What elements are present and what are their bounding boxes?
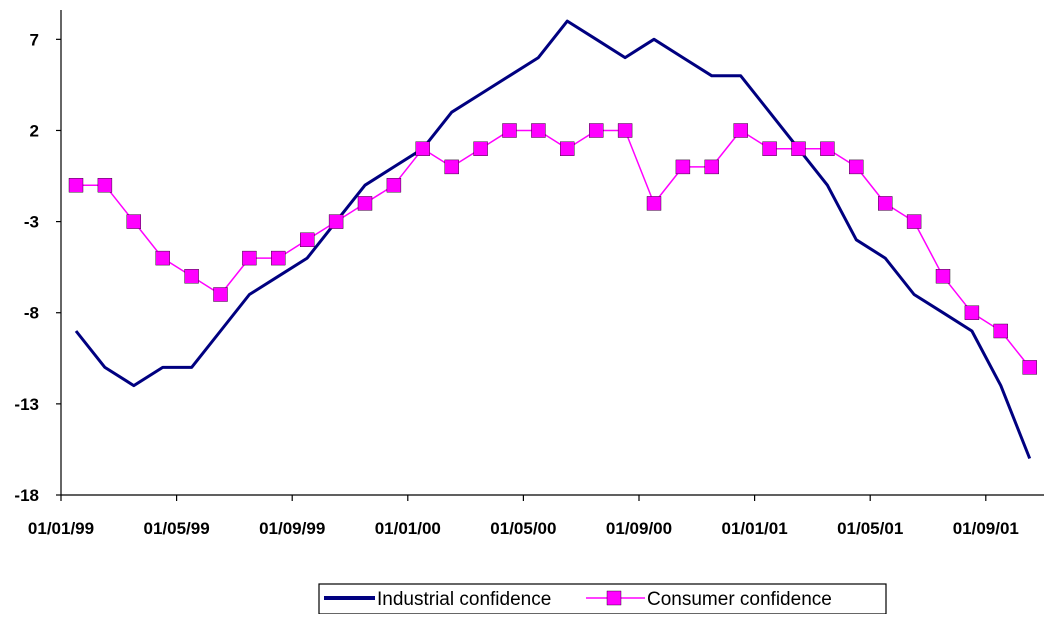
data-point xyxy=(935,269,951,284)
y-tick-label: -13 xyxy=(14,395,39,414)
legend-box xyxy=(318,583,887,615)
x-tick-label: 01/09/99 xyxy=(259,519,325,538)
x-tick-label: 01/01/00 xyxy=(375,519,441,538)
data-point xyxy=(300,232,315,248)
legend-label-industrial: Industrial confidence xyxy=(377,589,551,610)
legend-swatch-marker-consumer xyxy=(606,590,622,606)
data-point xyxy=(733,123,748,138)
data-point xyxy=(184,269,199,284)
data-point xyxy=(97,177,113,193)
x-tick-label: 01/09/01 xyxy=(953,519,1019,538)
x-tick-label: 01/05/01 xyxy=(837,519,903,538)
data-point xyxy=(328,214,344,229)
data-point xyxy=(1022,360,1037,375)
data-point xyxy=(444,159,459,175)
legend: Industrial confidence Consumer confidence xyxy=(318,583,887,615)
series-line xyxy=(74,19,1032,460)
data-point xyxy=(849,159,864,175)
series-line xyxy=(76,129,1031,368)
data-point xyxy=(762,141,777,156)
data-point xyxy=(906,214,922,229)
data-point xyxy=(271,250,286,266)
data-point xyxy=(791,141,806,156)
data-point xyxy=(357,196,373,211)
data-point xyxy=(993,323,1008,339)
data-point xyxy=(560,141,575,156)
series-layer xyxy=(68,19,1037,460)
data-point xyxy=(704,159,719,175)
data-point xyxy=(126,214,142,229)
data-point xyxy=(675,159,691,175)
y-tick-label: 2 xyxy=(30,121,39,140)
series-consumer xyxy=(68,123,1037,375)
y-tick-label: -18 xyxy=(14,486,39,505)
x-tick-label: 01/05/00 xyxy=(490,519,556,538)
data-point xyxy=(242,250,257,266)
data-point xyxy=(589,123,604,138)
x-tick-label: 01/09/00 xyxy=(606,519,672,538)
data-point xyxy=(820,141,835,156)
data-point xyxy=(964,305,980,320)
y-tick-label: -3 xyxy=(24,213,39,232)
legend-label-consumer: Consumer confidence xyxy=(647,589,832,610)
data-point xyxy=(646,196,662,211)
data-point xyxy=(502,123,517,138)
data-point xyxy=(155,250,170,266)
data-point xyxy=(878,196,893,211)
x-tick-label: 01/01/01 xyxy=(722,519,788,538)
data-point xyxy=(68,177,84,193)
axes: -18 -13 -8 -3 2 7 01/01/99 01/05/99 01/09/99 01/0… xyxy=(14,10,1044,538)
series-industrial xyxy=(74,19,1032,460)
data-point xyxy=(617,123,633,138)
y-tick-label: 7 xyxy=(30,30,39,49)
x-tick-label: 01/01/99 xyxy=(28,519,94,538)
data-point xyxy=(415,141,430,156)
x-tick-label: 01/05/99 xyxy=(144,519,210,538)
data-point xyxy=(473,141,488,156)
y-tick-label: -8 xyxy=(24,304,39,323)
data-point xyxy=(386,177,402,193)
data-point xyxy=(213,287,228,302)
data-point xyxy=(531,123,546,138)
